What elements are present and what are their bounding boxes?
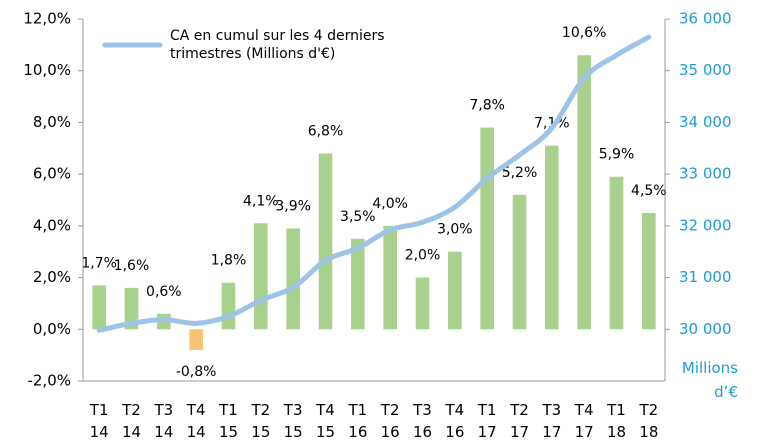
value-label: 5,2% xyxy=(502,165,538,181)
value-label: 2,0% xyxy=(405,248,441,264)
bar xyxy=(577,55,591,330)
x-tick-label: T2 17 xyxy=(509,401,529,441)
value-label: 5,9% xyxy=(599,147,635,163)
y2-axis-label: Millions d’€ xyxy=(682,359,738,401)
bar xyxy=(254,223,268,330)
x-tick-label: T2 15 xyxy=(250,401,270,441)
value-label: 3,5% xyxy=(340,209,376,225)
x-tick-label: T1 14 xyxy=(89,401,109,441)
y-tick-label: 2,0% xyxy=(33,268,71,286)
y-tick-label: 6,0% xyxy=(33,165,71,183)
x-tick-label: T1 18 xyxy=(606,401,626,441)
x-tick-label: T3 16 xyxy=(412,401,432,441)
value-label: 0,6% xyxy=(146,284,182,300)
bar xyxy=(383,225,397,330)
bar xyxy=(642,212,656,330)
x-tick-label: T3 14 xyxy=(153,401,173,441)
x-tick-label: T4 16 xyxy=(444,401,464,441)
y-tick-label: 8,0% xyxy=(33,113,71,131)
x-tick-label: T1 16 xyxy=(347,401,367,441)
y-tick-label: 4,0% xyxy=(33,216,71,234)
x-tick-label: T3 15 xyxy=(283,401,303,441)
bar xyxy=(318,153,333,330)
bar xyxy=(92,285,106,330)
x-tick-label: T2 18 xyxy=(638,401,658,441)
value-label: 1,7% xyxy=(81,255,117,271)
y2-tick-label: 35 000 xyxy=(679,61,732,79)
y-tick-label: 10,0% xyxy=(23,61,71,79)
value-label: 3,9% xyxy=(275,198,311,214)
value-label: 6,8% xyxy=(308,123,344,139)
y-tick-label: 0,0% xyxy=(33,320,71,338)
legend-label: CA en cumul sur les 4 derniers trimestres… xyxy=(170,28,385,62)
value-label: 4,1% xyxy=(243,193,279,209)
bar xyxy=(512,194,527,330)
x-tick-label: T1 15 xyxy=(218,401,238,441)
x-tick-label: T3 17 xyxy=(541,401,561,441)
value-label: -0,8% xyxy=(176,364,217,380)
y-tick-label: -2,0% xyxy=(27,372,71,390)
y2-tick-label: 34 000 xyxy=(679,113,732,131)
y2-tick-label: 33 000 xyxy=(679,165,732,183)
x-tick-label: T2 14 xyxy=(121,401,141,441)
bar xyxy=(124,287,139,330)
bar xyxy=(545,145,559,330)
x-tick-label: T4 14 xyxy=(186,401,206,441)
bar xyxy=(480,127,494,330)
value-label: 1,6% xyxy=(114,258,150,274)
y2-tick-label: 36 000 xyxy=(679,10,732,28)
x-tick-label: T1 17 xyxy=(477,401,497,441)
bar xyxy=(415,277,430,330)
x-tick-label: T4 15 xyxy=(315,401,335,441)
bar xyxy=(351,238,365,330)
y2-tick-label: 30 000 xyxy=(679,320,732,338)
y2-tick-label: 31 000 xyxy=(679,268,732,286)
line xyxy=(96,34,652,333)
value-label: 4,0% xyxy=(372,196,408,212)
bar xyxy=(448,251,462,330)
bar xyxy=(221,282,236,330)
value-label: 4,5% xyxy=(631,183,667,199)
y2-tick-label: 32 000 xyxy=(679,216,732,234)
y-tick-label: 12,0% xyxy=(23,10,71,28)
value-label: 3,0% xyxy=(437,222,473,238)
x-tick-label: T2 16 xyxy=(380,401,400,441)
x-tick-label: T4 17 xyxy=(574,401,594,441)
bar xyxy=(609,176,624,330)
bar xyxy=(189,329,203,350)
bar xyxy=(286,228,300,330)
value-label: 1,8% xyxy=(211,253,247,269)
value-label: 10,6% xyxy=(562,25,606,41)
value-label: 7,8% xyxy=(469,98,505,114)
